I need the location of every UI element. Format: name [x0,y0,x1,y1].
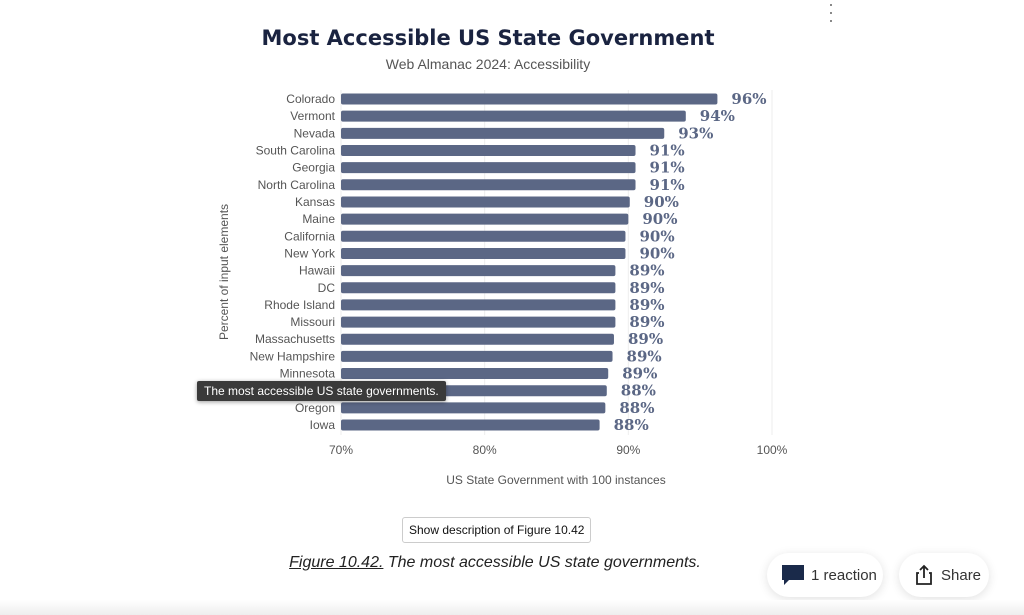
figure-link[interactable]: Figure 10.42. [289,554,384,571]
x-tick-label: 80% [473,443,497,457]
data-label: 89% [629,262,664,280]
x-tick-label: 100% [757,443,788,457]
y-axis-title: Percent of input elements [217,204,231,340]
y-tick-label: South Carolina [256,143,336,157]
data-label: 88% [619,399,654,417]
bar [341,265,616,277]
y-tick-label: Maine [302,212,335,226]
data-label: 91% [650,176,685,194]
y-tick-label: DC [318,281,336,295]
bar [341,93,718,105]
data-label: 90% [639,227,674,245]
y-tick-label: Oregon [295,401,335,415]
bar [341,127,665,139]
data-label: 89% [627,347,662,365]
data-label: 88% [621,382,656,400]
y-tick-label: Colorado [286,92,335,106]
bar [341,196,630,208]
bar [341,144,636,156]
y-tick-label: New York [284,246,336,260]
y-tick-label: Kansas [295,195,335,209]
data-label: 94% [700,107,735,125]
bar [341,350,613,362]
y-tick-label: Vermont [290,109,335,123]
y-tick-label: Hawaii [299,264,335,278]
share-label: Share [941,566,982,584]
y-tick-label: Massachusetts [255,332,335,346]
data-label: 91% [650,141,685,159]
reaction-button[interactable]: 1 reaction [767,553,883,597]
bar [341,162,636,174]
y-tick-label: Georgia [292,161,335,175]
y-tick-label: Minnesota [280,367,336,381]
bar [341,368,609,380]
y-tick-label: Nevada [294,126,336,140]
bar [341,179,636,191]
data-label: 90% [642,210,677,228]
data-label: 90% [644,193,679,211]
y-tick-label: Missouri [290,315,335,329]
bar [341,213,629,225]
figure-caption: Figure 10.42. The most accessible US sta… [0,554,990,572]
bar [341,419,600,431]
data-label: 90% [639,244,674,262]
more-options-icon[interactable]: · · · [828,0,834,30]
chart-subtitle: Web Almanac 2024: Accessibility [385,56,591,72]
share-button[interactable]: Share [899,553,989,597]
bar [341,333,614,345]
x-tick-label: 70% [329,443,353,457]
y-tick-label: North Carolina [258,178,336,192]
chart-title: Most Accessible US State Government [261,26,715,50]
comment-icon [782,565,804,585]
share-icon [916,564,932,585]
y-tick-label: Rhode Island [264,298,335,312]
data-label: 89% [629,279,664,297]
x-axis-title: US State Government with 100 instances [446,473,665,487]
y-tick-label: Iowa [310,418,336,432]
show-description-button[interactable]: Show description of Figure 10.42 [402,517,592,543]
data-label: 91% [650,159,685,177]
bar-chart: 70% 80% 90% 100% Colorado 96% Vermont 94% Nevada… [217,90,788,487]
y-tick-label: New Hampshire [250,349,336,363]
tooltip: The most accessible US state governments… [197,381,446,401]
data-label: 89% [628,330,663,348]
bar [341,247,626,259]
bar [341,316,616,328]
bar [341,282,616,294]
bar [341,299,616,311]
bar [341,230,626,242]
y-tick-label: California [284,229,335,243]
x-tick-label: 90% [616,443,640,457]
bottom-bar [0,600,1024,615]
data-label: 96% [731,90,766,108]
data-label: 89% [622,365,657,383]
bar [341,402,606,414]
data-label: 89% [629,296,664,314]
data-label: 89% [629,313,664,331]
reaction-label: 1 reaction [811,566,877,584]
data-label: 93% [678,124,713,142]
data-label: 88% [614,416,649,434]
caption-text: The most accessible US state governments… [383,554,701,571]
bar [341,110,686,122]
